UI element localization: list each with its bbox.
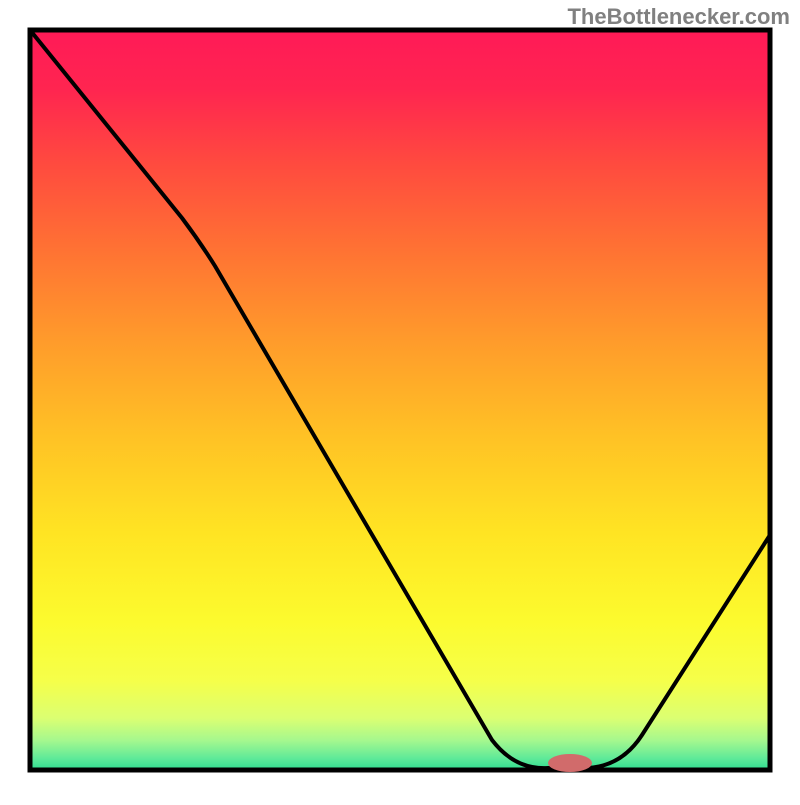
optimal-marker [548, 754, 592, 772]
chart-svg [0, 0, 800, 800]
bottleneck-chart [0, 0, 800, 800]
plot-background [30, 30, 770, 770]
watermark-text: TheBottlenecker.com [567, 4, 790, 30]
